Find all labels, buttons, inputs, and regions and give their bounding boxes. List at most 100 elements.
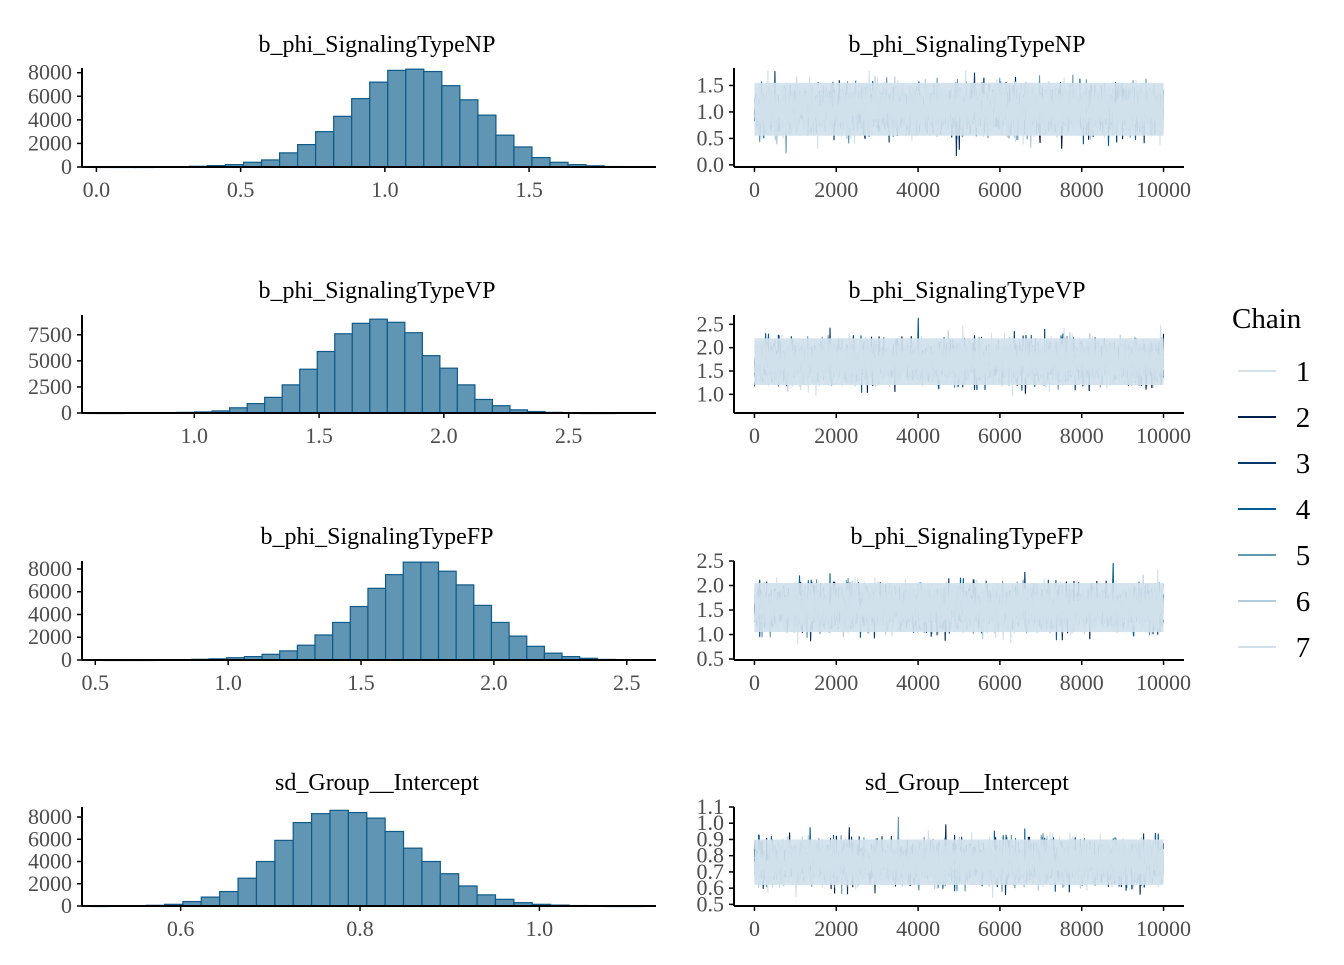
panel-trace-vp: b_phi_SignalingTypeVP 0 2000 4000 6000 8000 10… (697, 278, 1192, 448)
histogram-bars (98, 68, 641, 169)
histogram-bar (404, 332, 423, 414)
histogram-bar (387, 69, 407, 168)
histogram-bar (351, 322, 371, 414)
y-tick-label: 1.0 (697, 99, 725, 124)
panel-trace-fp: b_phi_SignalingTypeFP 0 2000 4000 6000 8000 10… (697, 524, 1192, 695)
y-tick-label: 2.5 (697, 311, 725, 336)
histogram-bar (490, 621, 510, 661)
x-tick-label: 10000 (1136, 916, 1191, 941)
x-tick-label: 2000 (814, 423, 858, 448)
x-tick-label: 1.5 (515, 177, 543, 202)
panel-hist-sd: sd_Group__Intercept 0.6 0.8 1.0 020004000600… (28, 770, 656, 941)
histogram-bar (351, 98, 371, 168)
y-tick-label: 8000 (28, 556, 72, 581)
x-tick-label: 2.0 (430, 423, 458, 448)
x-tick-label: 1.0 (526, 916, 554, 941)
x-tick-label: 8000 (1060, 177, 1104, 202)
x-tick-label: 8000 (1060, 670, 1104, 695)
trace-lines (753, 562, 1165, 645)
panel-title: b_phi_SignalingTypeVP (259, 278, 496, 304)
y-tick-label: 2.0 (697, 573, 725, 598)
panel-title: b_phi_SignalingTypeVP (849, 278, 1086, 304)
y-tick-label: 1.5 (697, 72, 725, 97)
x-tick-label: 6000 (978, 423, 1022, 448)
legend-key-label: 3 (1296, 448, 1311, 480)
panel-hist-vp: b_phi_SignalingTypeVP 1.0 1.5 2.0 2.5 0250050… (28, 278, 656, 448)
x-tick-label: 6000 (978, 670, 1022, 695)
x-tick-label: 0.0 (83, 177, 111, 202)
panel-title: sd_Group__Intercept (865, 770, 1069, 796)
legend-key-label: 1 (1296, 356, 1311, 388)
y-tick-label: 1.0 (697, 810, 725, 835)
trace-lines (753, 816, 1165, 898)
histogram-bar (329, 809, 349, 907)
y-tick-label: 0.9 (697, 826, 725, 851)
y-tick-label: 0.5 (697, 891, 725, 916)
x-tick-label: 0.6 (167, 916, 195, 941)
histogram-bar (316, 350, 336, 414)
y-tick-label: 0 (61, 647, 72, 672)
y-tick-label: 2000 (28, 130, 72, 155)
x-tick-label: 1.5 (305, 423, 333, 448)
histogram-bar (367, 587, 387, 661)
histogram-bar (246, 403, 266, 414)
x-tick-label: 10000 (1136, 423, 1191, 448)
histogram-bar (260, 159, 281, 168)
y-tick-label: 0 (61, 154, 72, 179)
histogram-bar (491, 405, 511, 414)
histogram-bar (526, 645, 545, 661)
legend-key-label: 4 (1296, 494, 1311, 526)
x-tick-label: 8000 (1060, 916, 1104, 941)
x-tick-label: 0 (749, 177, 760, 202)
y-tick-label: 0.8 (697, 843, 725, 868)
x-tick-label: 0.8 (346, 916, 374, 941)
histogram-bar (315, 131, 335, 168)
histogram-bar (237, 877, 258, 907)
x-tick-label: 1.0 (181, 423, 209, 448)
histogram-bar (459, 99, 479, 168)
trace-lines (753, 69, 1165, 157)
histogram-bar (508, 635, 528, 661)
panel-title: b_phi_SignalingTypeFP (850, 524, 1083, 550)
trace-density-band (754, 82, 1164, 136)
histogram-bar (456, 384, 476, 414)
x-tick-label: 2.5 (613, 670, 641, 695)
legend-key-label: 7 (1296, 632, 1311, 664)
histogram-bar (369, 81, 389, 168)
x-tick-label: 0 (749, 670, 760, 695)
x-tick-label: 6000 (978, 177, 1022, 202)
y-tick-label: 1.0 (697, 381, 725, 406)
x-tick-label: 0.5 (82, 670, 110, 695)
histogram-bar (441, 85, 461, 168)
y-tick-label: 2.0 (697, 335, 725, 360)
histogram-bar (420, 561, 440, 661)
y-tick-label: 4000 (28, 849, 72, 874)
histogram-bar (473, 604, 493, 661)
x-tick-label: 0 (749, 916, 760, 941)
y-tick-label: 8000 (28, 804, 72, 829)
x-tick-label: 4000 (896, 423, 940, 448)
y-tick-label: 0.6 (697, 875, 725, 900)
y-tick-label: 6000 (28, 579, 72, 604)
histogram-bar (439, 367, 459, 414)
histogram-bar (366, 817, 386, 907)
y-tick-label: 6000 (28, 826, 72, 851)
y-tick-label: 0.7 (697, 859, 725, 884)
y-tick-label: 2.5 (697, 548, 725, 573)
histogram-bar (386, 321, 406, 414)
histogram-bar (543, 652, 563, 661)
legend-keys: 1 2 3 4 5 6 7 (1238, 356, 1311, 664)
histogram-bar (200, 896, 221, 907)
histogram-bar (369, 318, 388, 414)
panel-title: b_phi_SignalingTypeNP (259, 32, 496, 58)
histogram-bar (279, 650, 298, 661)
y-tick-label: 1.5 (697, 597, 725, 622)
legend-key-label: 6 (1296, 586, 1311, 618)
histogram-bar (494, 898, 515, 907)
y-tick-label: 5000 (28, 348, 72, 373)
panel-title: sd_Group__Intercept (275, 770, 479, 796)
histogram-bar (531, 156, 551, 168)
histogram-bar (474, 398, 494, 414)
y-tick-label: 0.0 (697, 152, 725, 177)
histogram-bar (349, 605, 369, 661)
